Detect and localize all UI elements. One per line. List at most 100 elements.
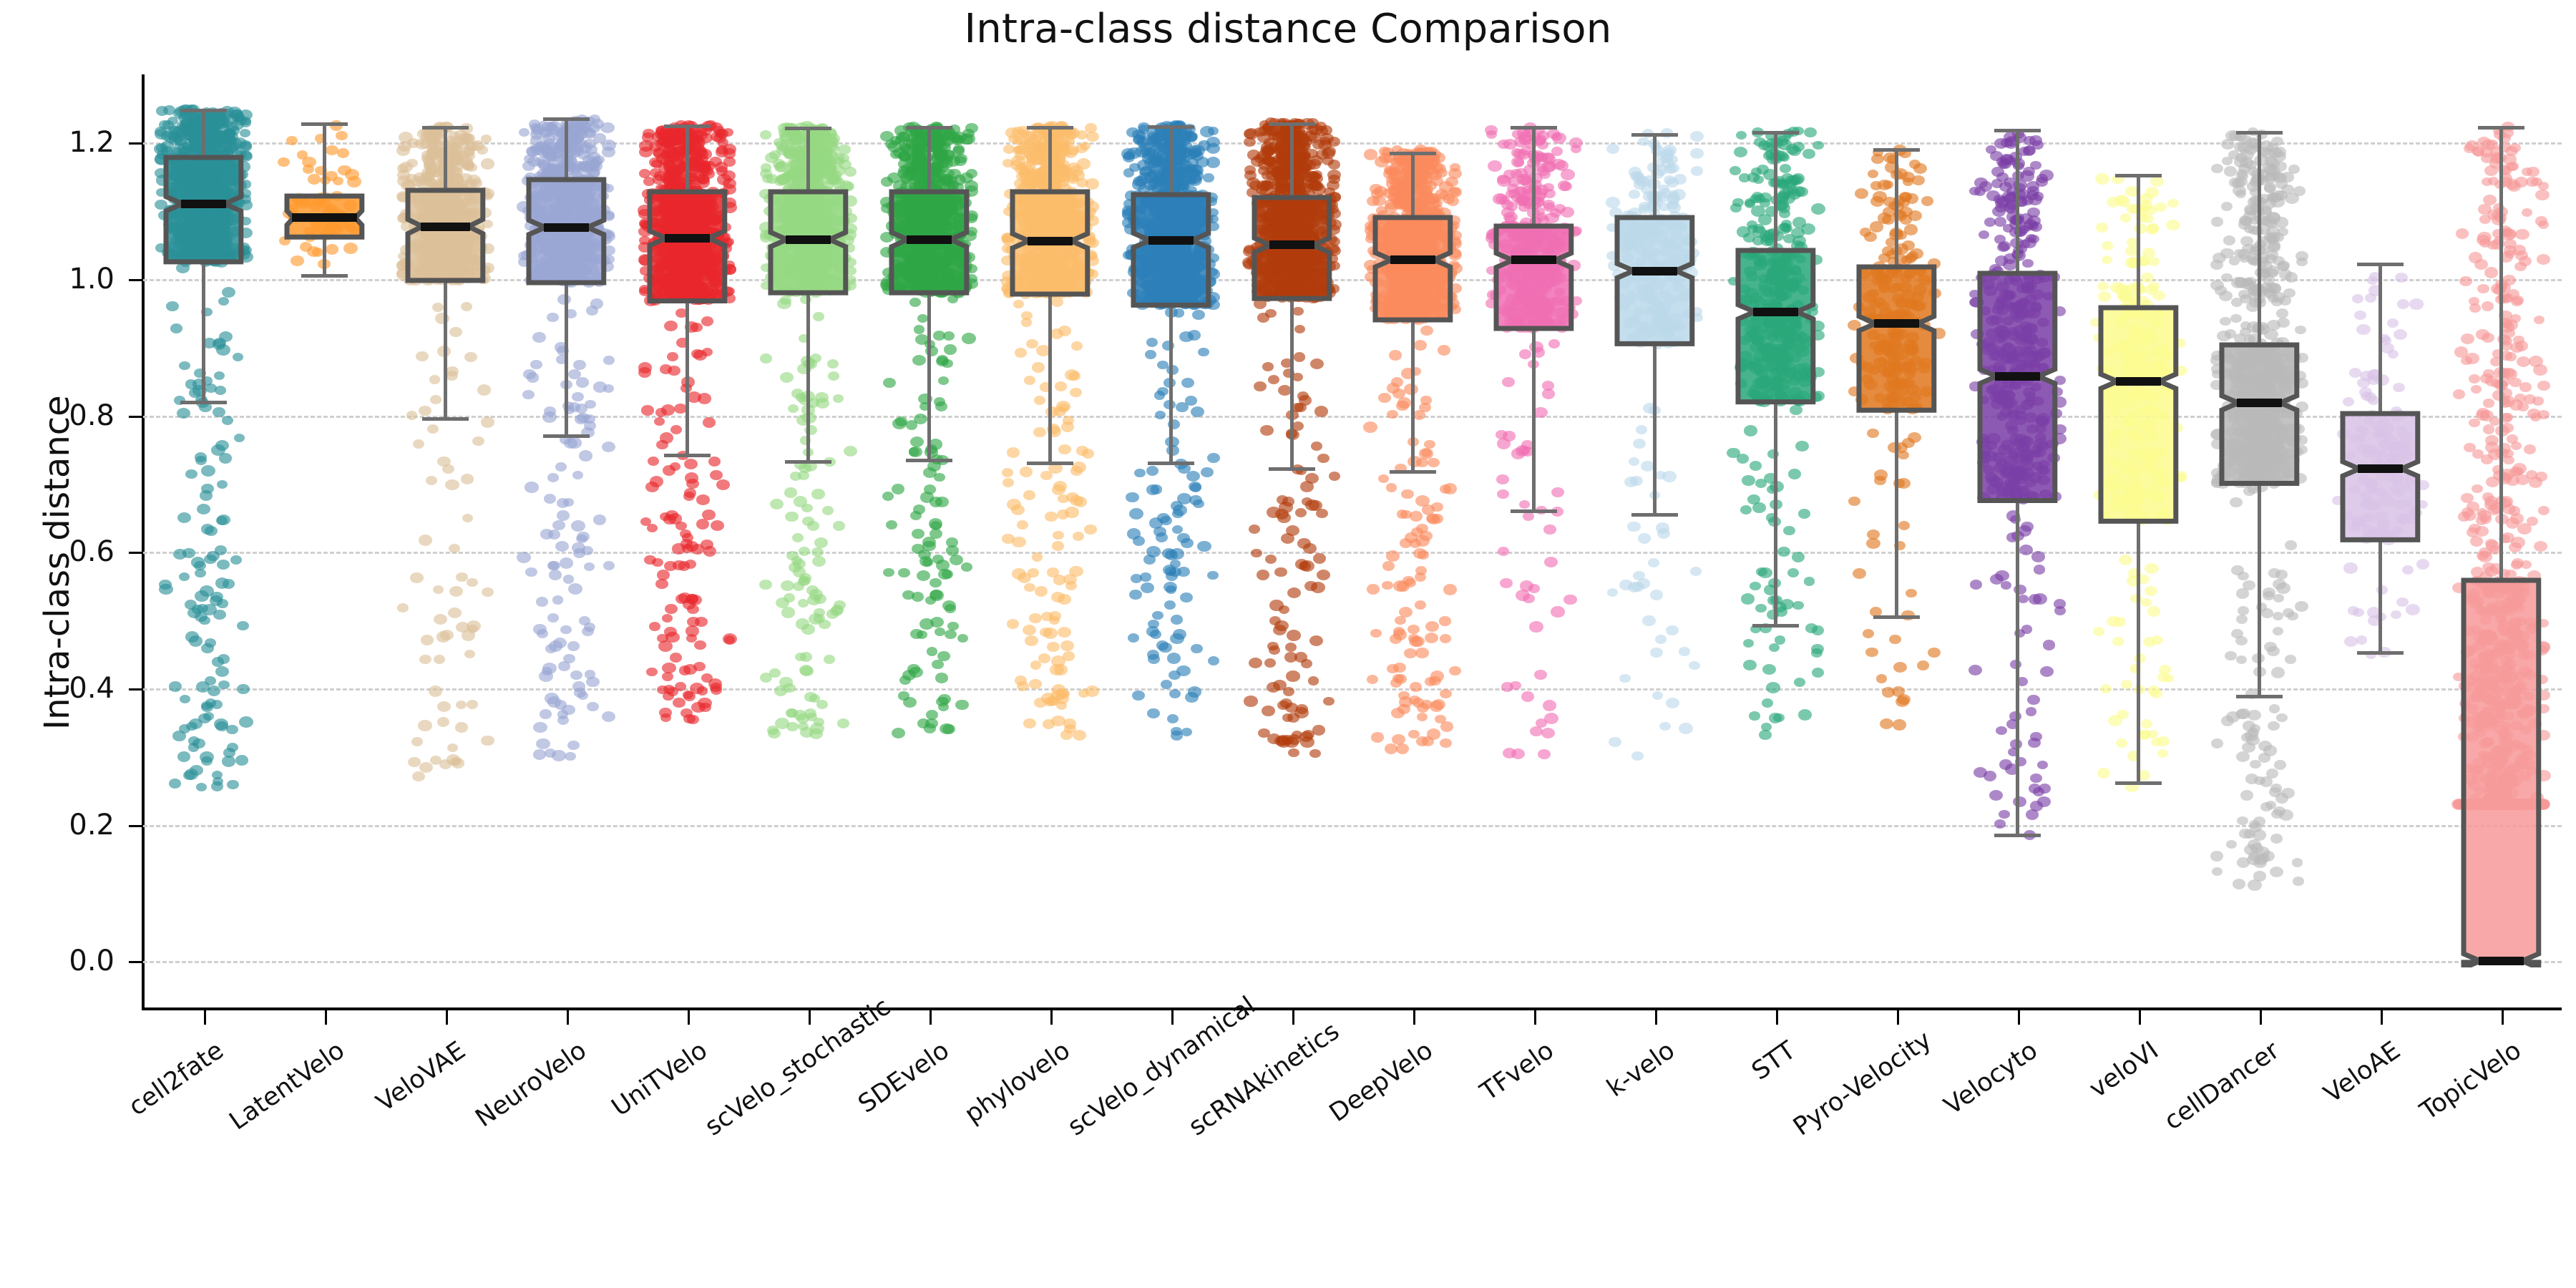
jitter-point <box>811 555 826 567</box>
cap-upper <box>785 127 831 131</box>
jitter-point <box>411 771 425 782</box>
jitter-point <box>441 464 454 474</box>
jitter-point <box>883 378 896 389</box>
jitter-point <box>784 487 797 498</box>
jitter-point <box>779 371 794 383</box>
jitter-point <box>654 171 666 181</box>
whisker-upper <box>927 127 931 192</box>
boxplot-scVelo_stochastic[interactable] <box>748 74 869 1009</box>
jitter-point <box>396 145 410 156</box>
jitter-point <box>481 416 495 428</box>
whisker-lower <box>927 293 931 460</box>
jitter-point <box>924 723 937 733</box>
jitter-point <box>777 175 790 185</box>
jitter-point <box>277 157 290 167</box>
jitter-point <box>683 492 695 501</box>
cap-lower <box>301 274 348 278</box>
jitter-point <box>555 540 570 552</box>
jitter-point <box>337 148 350 158</box>
jitter-point <box>547 472 559 482</box>
jitter-point <box>687 715 699 725</box>
boxplot-NeuroVelo[interactable] <box>506 74 627 1009</box>
jitter-point <box>212 770 223 779</box>
jitter-point <box>939 723 954 735</box>
jitter-point <box>347 175 361 187</box>
boxplot-cell2fate[interactable] <box>143 74 264 1009</box>
jitter-point <box>185 721 197 731</box>
jitter-point <box>560 625 572 634</box>
jitter-point <box>429 375 441 384</box>
jitter-point <box>176 407 191 419</box>
jitter-point <box>955 153 967 164</box>
jitter-point <box>682 533 694 542</box>
jitter-point <box>203 711 214 721</box>
jitter-point <box>930 528 942 539</box>
jitter-point <box>935 497 949 508</box>
jitter-point <box>185 469 198 479</box>
jitter-point <box>686 478 699 489</box>
cap-upper <box>543 117 590 121</box>
jitter-point <box>671 543 686 555</box>
jitter-point <box>563 575 575 584</box>
jitter-point <box>799 572 811 583</box>
jitter-point <box>576 531 590 542</box>
jitter-point <box>564 751 576 761</box>
boxplot-UniTVelo[interactable] <box>627 74 748 1009</box>
jitter-point <box>406 158 419 168</box>
jitter-point <box>482 587 494 597</box>
jitter-point <box>291 255 304 267</box>
jitter-point <box>602 711 616 723</box>
jitter-point <box>759 579 773 590</box>
jitter-point <box>203 603 218 615</box>
jitter-point <box>455 722 468 733</box>
jitter-point <box>716 479 730 490</box>
jitter-point <box>545 693 559 704</box>
jitter-point <box>532 331 546 343</box>
jitter-point <box>685 625 700 637</box>
jitter-point <box>696 519 709 530</box>
jitter-point <box>541 126 554 137</box>
boxplot-VeloVAE[interactable] <box>385 74 506 1009</box>
jitter-point <box>885 519 897 530</box>
boxplot-SDEvelo[interactable] <box>869 74 990 1009</box>
jitter-point <box>208 686 221 697</box>
jitter-point <box>675 682 687 691</box>
jitter-point <box>177 512 192 524</box>
jitter-point <box>429 755 441 765</box>
jitter-point <box>683 691 696 701</box>
jitter-point <box>552 519 566 530</box>
jitter-point <box>536 738 551 750</box>
jitter-point <box>177 751 191 762</box>
whisker-upper <box>444 127 447 191</box>
jitter-point <box>547 312 560 323</box>
jitter-point <box>464 351 477 363</box>
jitter-point <box>434 655 445 664</box>
jitter-point <box>960 562 973 572</box>
jitter-point <box>965 122 978 134</box>
jitter-point <box>838 144 852 155</box>
jitter-point <box>199 585 214 597</box>
jitter-point <box>912 504 926 515</box>
jitter-point <box>572 392 584 402</box>
jitter-point <box>481 735 494 746</box>
jitter-point <box>722 633 737 645</box>
cap-lower <box>422 417 469 421</box>
jitter-point <box>602 561 615 570</box>
jitter-point <box>702 509 716 520</box>
jitter-point <box>791 533 804 543</box>
whisker-lower <box>202 262 205 402</box>
boxplot-phylovelo[interactable] <box>990 74 1111 1009</box>
jitter-point <box>226 742 238 752</box>
jitter-point <box>800 665 814 677</box>
boxplot-LatentVelo[interactable] <box>264 74 385 1009</box>
jitter-point <box>759 168 772 179</box>
jitter-point <box>552 749 566 761</box>
jitter-point <box>428 686 443 698</box>
jitter-point <box>420 635 434 645</box>
jitter-point <box>477 384 491 396</box>
jitter-point <box>919 556 933 567</box>
jitter-point <box>655 578 668 589</box>
cap-lower <box>180 400 227 404</box>
box-shape <box>163 155 244 265</box>
jitter-point <box>412 439 425 449</box>
